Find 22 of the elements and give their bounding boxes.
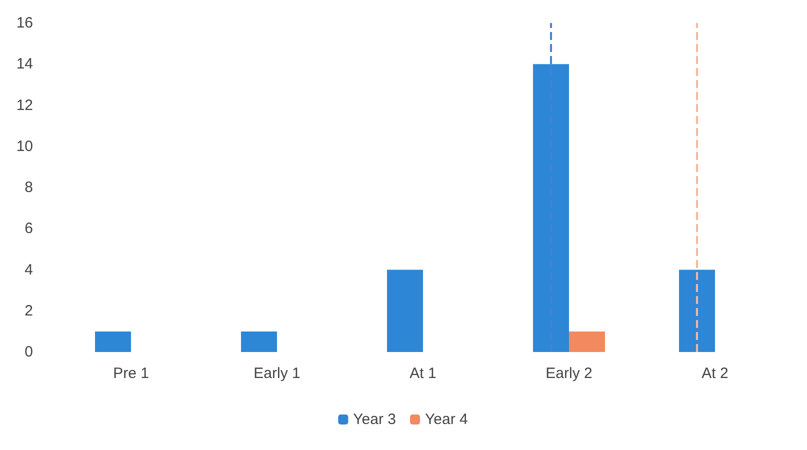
bar <box>679 270 715 352</box>
y-tick-label: 14 <box>16 56 33 73</box>
bar <box>569 331 605 352</box>
bar <box>533 64 569 352</box>
y-tick-label: 0 <box>24 344 33 360</box>
x-tick-label: At 1 <box>410 365 436 382</box>
x-tick-label: Pre 1 <box>113 365 149 382</box>
legend-label: Year 4 <box>425 411 468 428</box>
bar <box>387 270 423 352</box>
y-tick-label: 2 <box>24 302 33 320</box>
x-tick-label: Early 2 <box>546 365 592 382</box>
x-tick-label: Early 1 <box>254 365 300 382</box>
legend-label: Year 3 <box>353 411 396 428</box>
x-tick-label: At 2 <box>702 365 728 382</box>
y-tick-label: 4 <box>24 261 33 278</box>
bar <box>95 331 131 352</box>
y-tick-label: 16 <box>16 14 33 32</box>
y-tick-label: 12 <box>16 96 33 114</box>
y-tick-label: 8 <box>24 179 33 196</box>
y-tick-label: 6 <box>24 220 33 238</box>
y-tick-label: 10 <box>16 138 33 155</box>
bar <box>241 331 277 352</box>
